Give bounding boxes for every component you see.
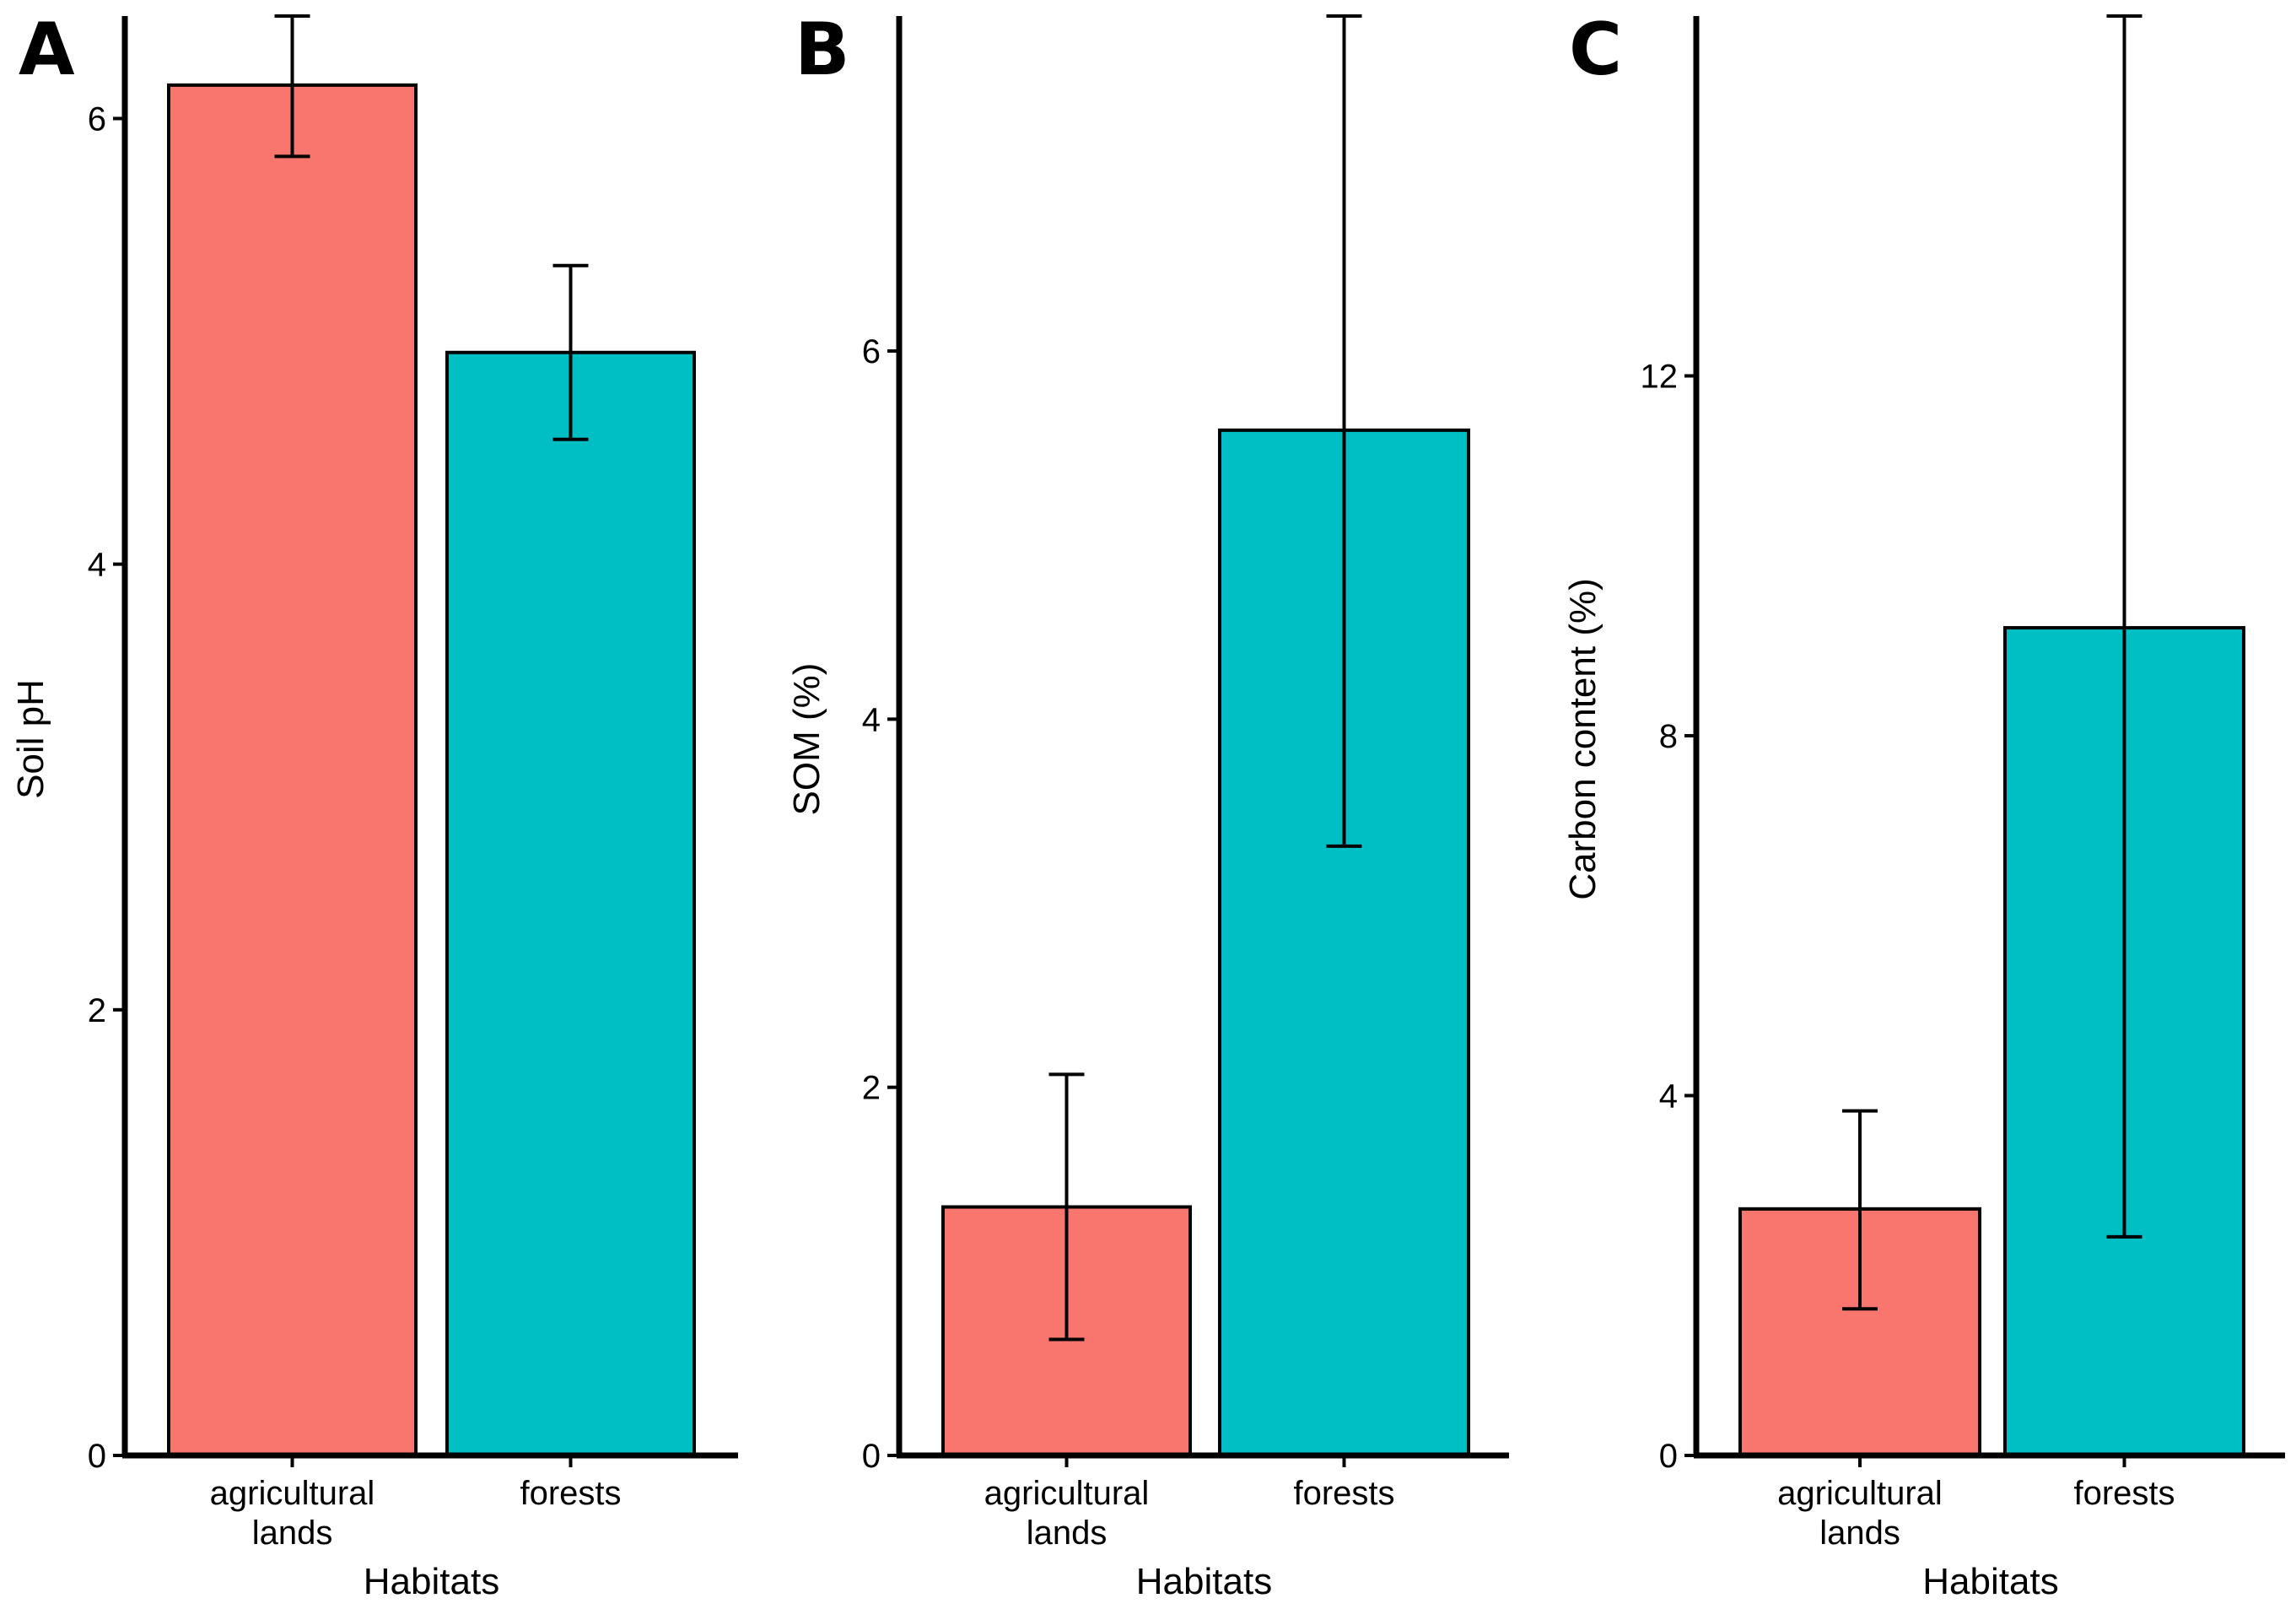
x-axis-title: Habitats — [1136, 1561, 1272, 1602]
y-tick-label: 6 — [88, 100, 106, 138]
y-tick-label: 0 — [862, 1438, 881, 1475]
panel-c: 0 4 8 12 agricultural lands forests Habitats Car… — [1562, 8, 2285, 1602]
y-tick-label: 0 — [88, 1438, 106, 1475]
panel-letter: A — [19, 8, 75, 92]
x-tick-label-line: agricultural — [1777, 1475, 1943, 1512]
x-tick-label: agricultural lands — [1777, 1475, 1943, 1552]
x-tick-label-line: lands — [252, 1515, 333, 1552]
x-tick-label-line: forests — [520, 1475, 621, 1512]
y-axis-title: Carbon content (%) — [1562, 578, 1603, 900]
x-tick-label-line: lands — [1027, 1515, 1108, 1552]
y-tick-label: 4 — [1659, 1078, 1678, 1115]
x-tick-label-line: agricultural — [984, 1475, 1150, 1512]
y-tick-label: 0 — [1659, 1438, 1678, 1475]
y-tick-label: 12 — [1641, 359, 1679, 396]
bar — [167, 83, 418, 1458]
x-tick-label-line: forests — [1293, 1475, 1394, 1512]
y-axis-title: Soil pH — [10, 679, 51, 799]
x-axis-title: Habitats — [364, 1561, 499, 1602]
x-tick-label: forests — [520, 1475, 621, 1512]
x-tick-label-line: forests — [2073, 1475, 2175, 1512]
x-axis-title: Habitats — [1922, 1561, 2058, 1602]
panel-letter: B — [795, 8, 850, 92]
y-tick-label: 2 — [88, 992, 106, 1029]
panel-a: 0 2 4 6 agricultural lands forests Habitats Soil… — [10, 8, 738, 1602]
y-tick-label: 6 — [862, 333, 881, 370]
panel-b: 0 2 4 6 agricultural lands forests Habitats SOM … — [786, 8, 1509, 1602]
x-tick-label: agricultural lands — [210, 1475, 375, 1552]
bar — [445, 350, 696, 1458]
y-tick-label: 4 — [862, 701, 881, 738]
x-tick-label: forests — [2073, 1475, 2175, 1512]
x-tick-label-line: lands — [1819, 1515, 1900, 1552]
x-tick-label: agricultural lands — [984, 1475, 1150, 1552]
x-tick-label-line: agricultural — [210, 1475, 375, 1512]
panel-letter: C — [1569, 8, 1622, 92]
y-tick-label: 2 — [862, 1070, 881, 1107]
x-tick-label: forests — [1293, 1475, 1394, 1512]
y-tick-label: 4 — [88, 547, 106, 584]
y-axis-title: SOM (%) — [786, 663, 827, 816]
y-tick-label: 8 — [1659, 718, 1678, 755]
